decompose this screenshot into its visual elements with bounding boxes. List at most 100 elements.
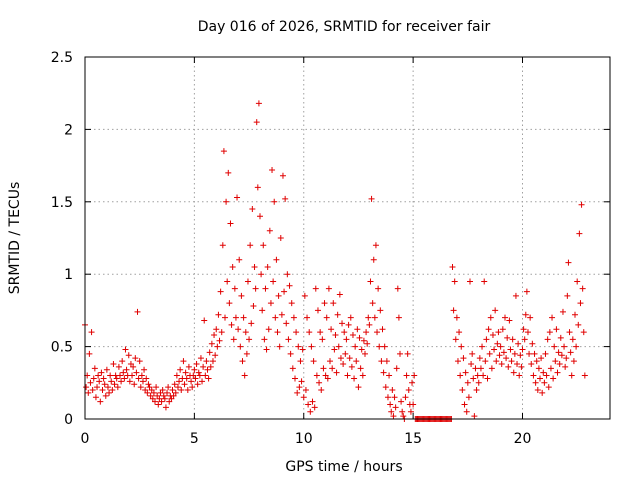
data-point [334,311,341,318]
data-point [323,314,330,321]
data-point [249,206,256,213]
data-point [330,300,337,307]
data-point [409,379,416,386]
data-point [474,372,481,379]
plot-frame [84,56,611,420]
data-point [244,278,251,285]
data-point [355,384,362,391]
data-point [492,307,499,314]
data-point [529,340,536,347]
data-point [332,332,339,339]
data-point [499,326,506,333]
data-point [252,285,259,292]
data-point [371,314,378,321]
data-point [114,384,121,391]
data-point [362,350,368,357]
data-point [304,314,311,321]
data-point [119,358,126,365]
data-point [553,326,560,333]
data-point [343,336,350,343]
data-point [510,369,517,376]
y-tick-label: 0.5 [51,340,73,356]
data-point [219,242,226,249]
data-point [191,366,198,373]
data-point [497,343,504,350]
data-point [194,381,201,388]
data-point [344,372,351,379]
data-point [106,389,113,396]
data-point [275,292,282,299]
data-point [248,320,255,327]
x-axis-label: GPS time / hours [285,459,402,475]
data-point [246,336,253,343]
data-point [284,271,291,278]
data-point [319,336,326,343]
data-point [539,389,546,396]
data-point [465,394,472,401]
data-point [346,355,353,362]
data-point [129,372,136,379]
data-point [483,336,490,343]
data-point [527,314,534,321]
data-point [402,394,409,401]
data-point [118,378,125,385]
data-point [224,278,231,285]
data-point [395,314,402,321]
data-point [220,148,227,155]
data-point [86,350,93,357]
data-point [410,401,417,408]
data-point [88,329,95,336]
data-point [176,378,183,385]
data-point [205,375,212,382]
data-point [357,365,364,372]
data-point [197,355,204,362]
data-point [165,384,172,391]
data-point [264,263,271,270]
data-point [520,326,527,333]
data-point [468,360,475,367]
data-point [226,300,233,307]
data-point [411,372,418,379]
data-point [150,389,157,396]
data-point [290,314,297,321]
data-point [533,358,540,365]
data-point [386,372,393,379]
data-point [327,358,333,365]
data-point [108,378,115,385]
data-point [144,389,151,396]
data-point [550,375,557,382]
data-point [403,372,410,379]
data-point [329,365,336,372]
data-point [561,343,568,350]
data-point [136,358,143,365]
data-point [349,332,356,339]
data-point [369,300,376,307]
data-point [96,378,103,385]
data-point [135,375,142,382]
data-point [255,100,262,107]
data-point [477,365,484,372]
data-point [577,300,584,307]
data-point [85,389,92,396]
data-point [378,358,385,365]
data-point [551,343,558,350]
data-point [134,308,141,315]
x-tick-label: 0 [81,431,90,447]
data-point [294,389,301,396]
data-point [158,398,165,405]
data-point [482,358,489,365]
data-point [383,358,390,365]
data-point [407,408,414,415]
data-point [522,311,529,318]
data-point [204,366,211,373]
data-point [518,363,525,370]
data-point [236,256,243,263]
data-point [169,387,176,394]
data-point [547,365,554,372]
data-point [206,349,213,356]
data-point [581,372,588,379]
data-point [514,360,521,367]
data-point [235,326,242,333]
data-point [283,320,290,327]
data-point [230,336,237,343]
